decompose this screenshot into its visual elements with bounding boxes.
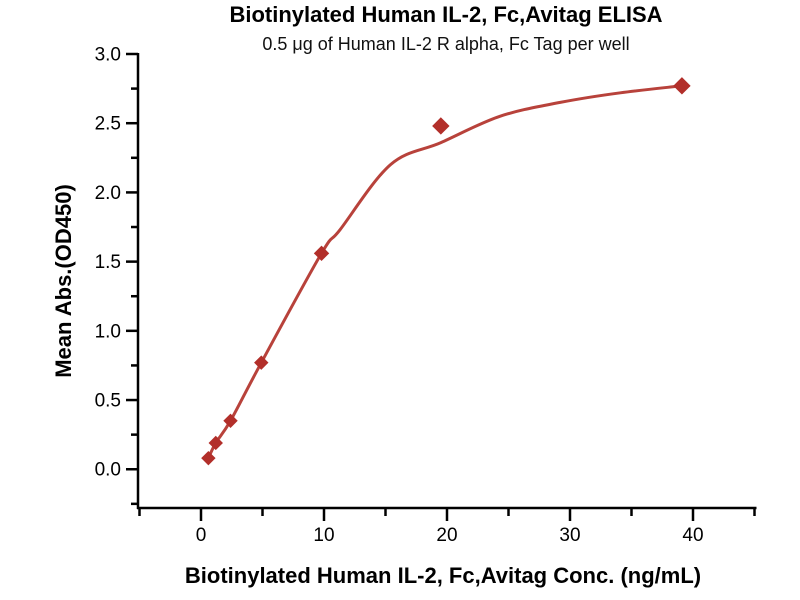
x-tick-label: 0 — [196, 525, 207, 546]
x-tick-label: 30 — [559, 525, 580, 546]
data-point-marker — [673, 77, 691, 95]
y-tick-label: 3.0 — [95, 45, 121, 66]
chart-title: Biotinylated Human IL-2, Fc,Avitag ELISA — [229, 2, 663, 27]
data-point-marker — [223, 413, 238, 429]
data-point-marker — [201, 450, 216, 466]
data-point-marker — [313, 245, 330, 262]
x-tick-label: 40 — [682, 525, 703, 546]
y-tick-label: 2.0 — [95, 183, 121, 204]
x-tick-label: 10 — [313, 525, 334, 546]
y-tick-label: 0.0 — [95, 460, 121, 481]
y-tick-label: 1.0 — [95, 321, 121, 342]
x-axis-title: Biotinylated Human IL-2, Fc,Avitag Conc.… — [184, 563, 702, 588]
x-tick-label: 20 — [436, 525, 457, 546]
y-tick-label: 1.5 — [95, 252, 121, 273]
chart-subtitle: 0.5 μg of Human IL-2 R alpha, Fc Tag per… — [262, 34, 630, 54]
data-point-marker — [208, 435, 223, 451]
data-point-marker — [254, 355, 269, 370]
y-tick-label: 0.5 — [95, 391, 121, 412]
y-tick-label: 2.5 — [95, 114, 121, 135]
fit-curve-line — [206, 84, 684, 460]
data-point-marker — [432, 117, 450, 135]
